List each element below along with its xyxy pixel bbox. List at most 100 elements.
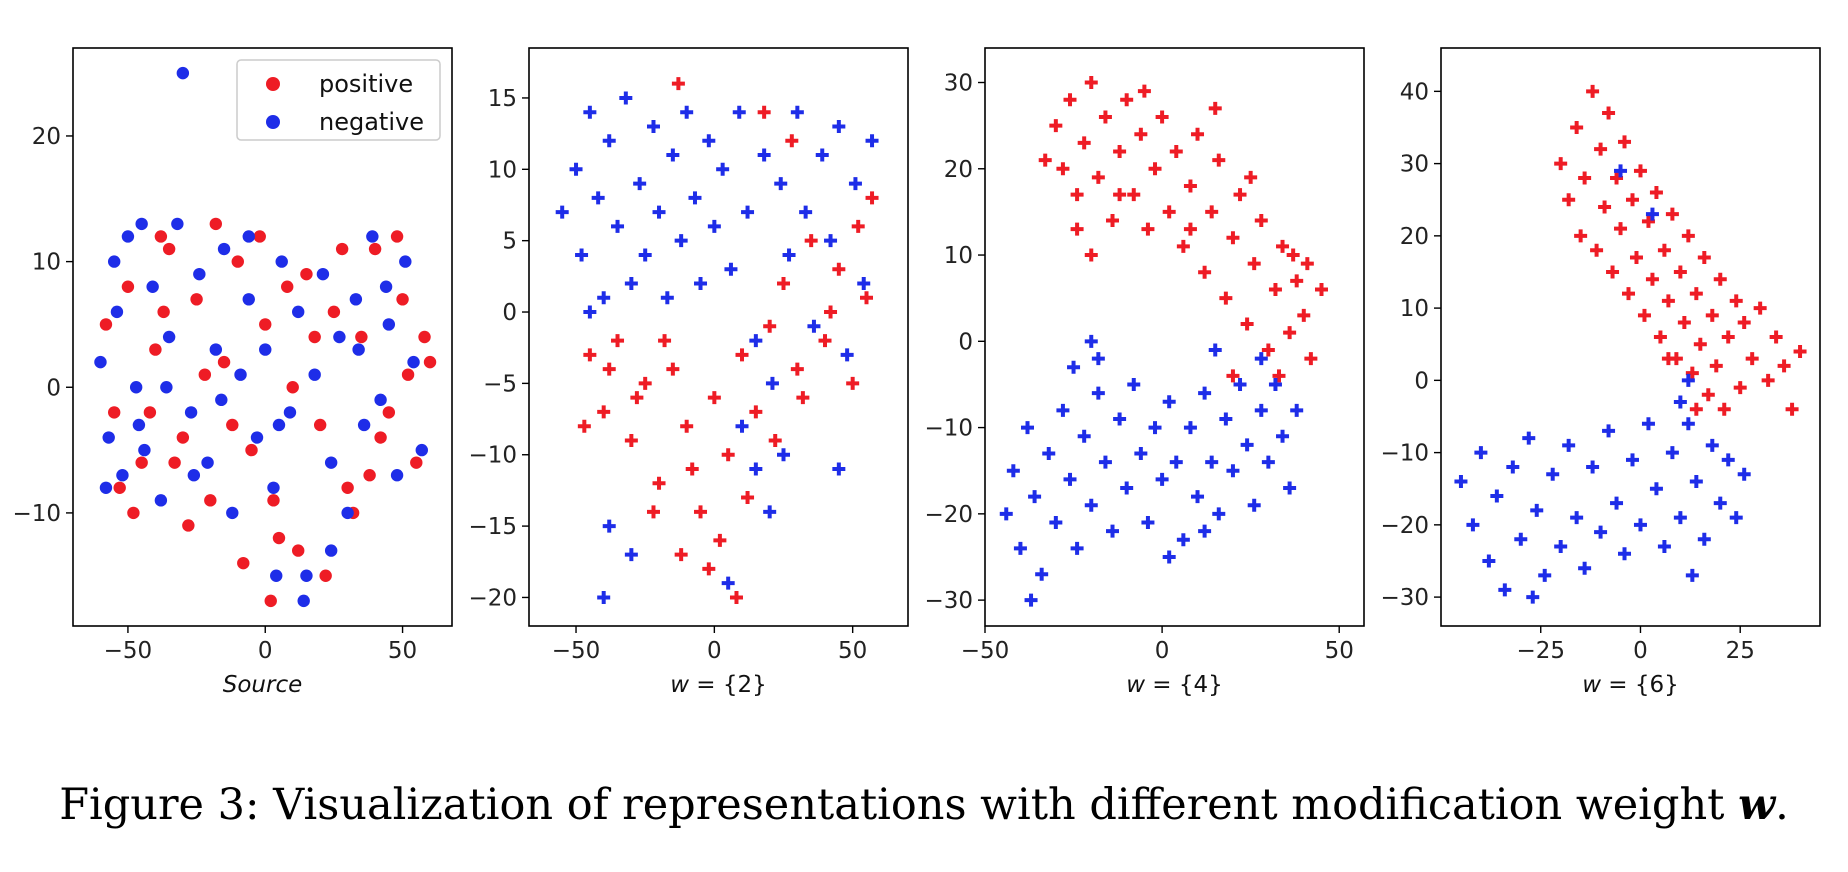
negative-point bbox=[1578, 561, 1592, 575]
negative-point bbox=[1063, 472, 1077, 486]
negative-point bbox=[1254, 403, 1268, 417]
positive-point bbox=[1629, 251, 1643, 265]
positive-point bbox=[630, 391, 644, 405]
negative-point bbox=[1162, 395, 1176, 409]
y-tick-label: 30 bbox=[1400, 152, 1429, 178]
positive-point bbox=[1590, 243, 1604, 257]
positive-point bbox=[1614, 222, 1628, 236]
positive-point bbox=[851, 219, 865, 233]
positive-point bbox=[1191, 127, 1205, 141]
negative-point bbox=[1205, 455, 1219, 469]
negative-point bbox=[555, 205, 569, 219]
negative-point bbox=[1689, 475, 1703, 488]
negative-point bbox=[184, 406, 198, 419]
negative-point bbox=[1570, 511, 1584, 525]
positive-point bbox=[267, 494, 280, 507]
y-tick-label: 40 bbox=[1400, 79, 1429, 105]
positive-point bbox=[410, 456, 423, 469]
negative-point bbox=[407, 355, 420, 369]
negative-point bbox=[193, 267, 206, 281]
negative-point bbox=[1490, 489, 1504, 503]
positive-point bbox=[1653, 330, 1667, 344]
negative-point bbox=[283, 406, 297, 419]
x-tick-label: 25 bbox=[1726, 638, 1755, 664]
negative-point bbox=[1657, 540, 1671, 554]
x-axis-label: w = {4} bbox=[1126, 672, 1223, 698]
negative-point bbox=[832, 462, 846, 476]
negative-point bbox=[1506, 460, 1520, 474]
negative-point bbox=[824, 234, 838, 248]
positive-point bbox=[1240, 317, 1254, 331]
positive-point bbox=[1578, 171, 1592, 185]
x-tick-label: 50 bbox=[388, 638, 417, 664]
positive-point bbox=[832, 262, 846, 276]
positive-point bbox=[1261, 343, 1275, 357]
positive-point bbox=[1091, 170, 1105, 184]
positive-point bbox=[1641, 214, 1655, 228]
positive-point bbox=[1633, 164, 1647, 178]
negative-point bbox=[777, 448, 791, 462]
negative-point bbox=[1681, 373, 1695, 387]
negative-point bbox=[234, 368, 247, 381]
positive-point bbox=[1610, 171, 1624, 185]
negative-point bbox=[135, 217, 148, 231]
y-tick-label: 5 bbox=[502, 229, 517, 255]
positive-point bbox=[741, 491, 755, 505]
positive-point bbox=[707, 391, 721, 405]
positive-point bbox=[1657, 243, 1671, 257]
negative-point bbox=[1673, 511, 1687, 525]
positive-point bbox=[1276, 239, 1290, 253]
positive-point bbox=[245, 443, 258, 457]
positive-point bbox=[1077, 136, 1091, 150]
negative-point bbox=[774, 177, 788, 191]
legend: positive negative bbox=[236, 59, 441, 141]
negative-point bbox=[1737, 467, 1751, 481]
negative-point bbox=[569, 162, 583, 176]
negative-point bbox=[349, 293, 363, 306]
positive-point bbox=[1127, 188, 1141, 202]
negative-point bbox=[1665, 446, 1679, 460]
positive-point bbox=[1574, 229, 1588, 243]
positive-point bbox=[1070, 222, 1084, 236]
positive-point bbox=[396, 293, 409, 306]
negative-point bbox=[94, 355, 107, 369]
positive-point bbox=[1183, 222, 1197, 236]
negative-point bbox=[611, 219, 625, 233]
negative-point bbox=[242, 293, 255, 306]
negative-point bbox=[1106, 524, 1120, 538]
positive-point bbox=[1618, 135, 1632, 149]
positive-point bbox=[1268, 283, 1282, 297]
positive-point bbox=[1661, 294, 1675, 308]
negative-point bbox=[217, 242, 231, 256]
legend-marker-positive bbox=[266, 77, 280, 91]
negative-point bbox=[619, 91, 633, 105]
negative-point bbox=[129, 381, 143, 394]
negative-point bbox=[292, 305, 305, 319]
negative-point bbox=[1602, 424, 1616, 438]
negative-point bbox=[674, 234, 688, 248]
negative-point bbox=[1024, 593, 1038, 607]
positive-point bbox=[1753, 301, 1767, 315]
positive-point bbox=[757, 105, 771, 119]
negative-point bbox=[694, 276, 708, 290]
positive-point bbox=[113, 481, 126, 494]
negative-point bbox=[1176, 533, 1190, 547]
negative-point bbox=[1610, 496, 1624, 510]
y-tick-label: 10 bbox=[1400, 296, 1429, 322]
negative-point bbox=[735, 419, 749, 433]
y-tick-label: −10 bbox=[12, 501, 61, 527]
positive-point bbox=[1685, 366, 1699, 380]
positive-point bbox=[1661, 352, 1675, 366]
positive-point bbox=[658, 334, 672, 348]
negative-point bbox=[1091, 352, 1105, 366]
positive-point bbox=[1681, 229, 1695, 243]
negative-point bbox=[1212, 507, 1226, 521]
positive-point bbox=[1098, 110, 1112, 124]
positive-point bbox=[1729, 294, 1743, 308]
negative-point bbox=[1208, 343, 1222, 357]
y-tick-label: 0 bbox=[958, 329, 973, 355]
positive-point bbox=[818, 334, 832, 348]
positive-point bbox=[713, 533, 727, 547]
positive-point bbox=[1212, 153, 1226, 167]
